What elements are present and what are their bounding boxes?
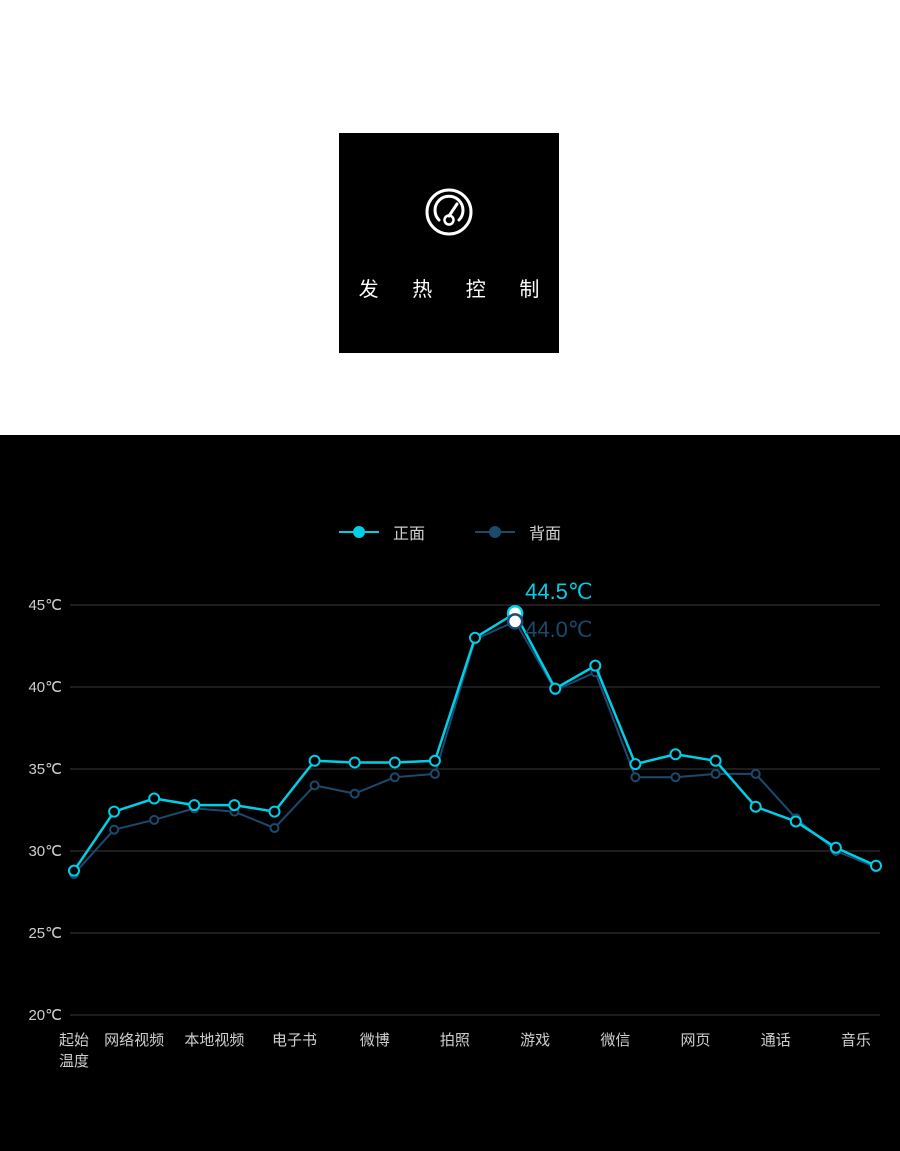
chart-annotation: 44.0℃ — [525, 617, 593, 643]
temperature-chart: 正面 背面 20℃25℃30℃35℃40℃45℃起始温度网络视频本地视频电子书微… — [0, 435, 900, 1151]
x-tick-label: 音乐 — [841, 1029, 871, 1050]
header-title: 发 热 控 制 — [345, 273, 554, 302]
y-tick-label: 40℃ — [12, 678, 62, 696]
x-tick-label: 网络视频 — [104, 1029, 164, 1050]
x-tick-label: 微信 — [600, 1029, 630, 1050]
gauge-icon — [421, 184, 477, 245]
y-tick-label: 25℃ — [12, 924, 62, 942]
y-tick-label: 45℃ — [12, 596, 62, 614]
y-tick-label: 30℃ — [12, 842, 62, 860]
chart-annotation: 44.5℃ — [525, 579, 593, 605]
header-tile: 发 热 控 制 — [339, 133, 559, 353]
x-tick-label: 本地视频 — [184, 1029, 244, 1050]
y-tick-label: 35℃ — [12, 760, 62, 778]
x-tick-label: 电子书 — [272, 1029, 317, 1050]
x-tick-label: 微博 — [360, 1029, 390, 1050]
x-tick-label: 通话 — [761, 1029, 791, 1050]
x-tick-label: 起始温度 — [59, 1029, 89, 1071]
y-tick-label: 20℃ — [12, 1006, 62, 1024]
x-tick-label: 拍照 — [440, 1029, 470, 1050]
x-tick-label: 游戏 — [520, 1029, 550, 1050]
x-tick-label: 网页 — [681, 1029, 711, 1050]
